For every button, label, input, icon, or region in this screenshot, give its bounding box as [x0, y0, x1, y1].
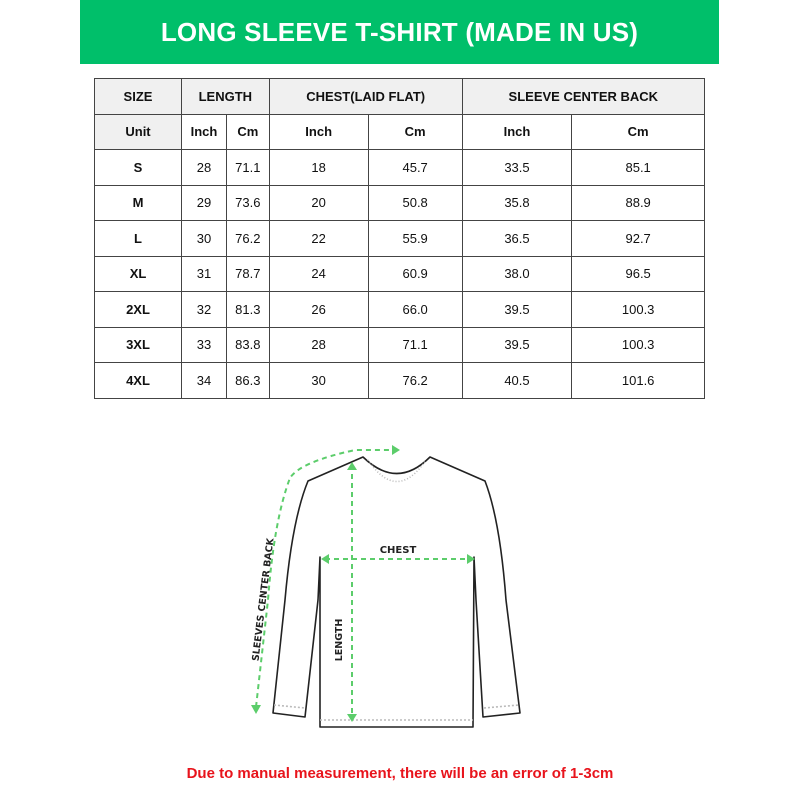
table-row: S 28 71.1 18 45.7 33.5 85.1 [94, 149, 705, 186]
unit-cell: Cm [225, 113, 270, 150]
arrowheads [251, 445, 475, 722]
size-cell: S [94, 149, 182, 186]
value-cell: 86.3 [225, 362, 270, 399]
unit-cell: Inch [461, 113, 573, 150]
tshirt-outline [272, 456, 521, 728]
value-cell: 76.2 [367, 362, 463, 399]
header-sleeve: SLEEVE CENTER BACK [461, 78, 706, 115]
value-cell: 39.5 [461, 326, 573, 363]
value-cell: 100.3 [571, 326, 705, 363]
value-cell: 101.6 [571, 362, 705, 399]
size-table: SIZE LENGTH CHEST(LAID FLAT) SLEEVE CENT… [94, 78, 706, 399]
value-cell: 28 [181, 149, 227, 186]
measure-arrows [255, 449, 470, 718]
unit-cell: Inch [268, 113, 369, 150]
value-cell: 66.0 [367, 291, 463, 328]
value-cell: 83.8 [225, 326, 270, 363]
value-cell: 39.5 [461, 291, 573, 328]
value-cell: 92.7 [571, 220, 705, 257]
header-chest: CHEST(LAID FLAT) [268, 78, 463, 115]
value-cell: 73.6 [225, 184, 270, 221]
value-cell: 71.1 [367, 326, 463, 363]
chest-label: CHEST [380, 545, 417, 556]
value-cell: 100.3 [571, 291, 705, 328]
value-cell: 76.2 [225, 220, 270, 257]
value-cell: 38.0 [461, 255, 573, 292]
value-cell: 32 [181, 291, 227, 328]
value-cell: 45.7 [367, 149, 463, 186]
table-row: 2XL 32 81.3 26 66.0 39.5 100.3 [94, 291, 705, 328]
value-cell: 35.8 [461, 184, 573, 221]
value-cell: 81.3 [225, 291, 270, 328]
value-cell: 30 [181, 220, 227, 257]
size-cell: M [94, 184, 182, 221]
table-row: M 29 73.6 20 50.8 35.8 88.9 [94, 184, 705, 221]
table-row: L 30 76.2 22 55.9 36.5 92.7 [94, 220, 705, 257]
title-banner: LONG SLEEVE T-SHIRT (MADE IN US) [80, 0, 719, 64]
page-title: LONG SLEEVE T-SHIRT (MADE IN US) [160, 16, 639, 47]
table-row: 4XL 34 86.3 30 76.2 40.5 101.6 [94, 362, 705, 399]
sleeve-label: SLEEVES CENTER BACK [251, 537, 277, 662]
value-cell: 33 [181, 326, 227, 363]
value-cell: 29 [181, 184, 227, 221]
value-cell: 33.5 [461, 149, 573, 186]
unit-row: Unit Inch Cm Inch Cm Inch Cm [94, 113, 705, 150]
value-cell: 60.9 [367, 255, 463, 292]
header-length: LENGTH [181, 78, 270, 115]
size-cell: XL [94, 255, 182, 292]
header-row: SIZE LENGTH CHEST(LAID FLAT) SLEEVE CENT… [94, 78, 706, 115]
value-cell: 31 [181, 255, 227, 292]
value-cell: 34 [181, 362, 227, 399]
size-cell: 2XL [94, 291, 182, 328]
value-cell: 30 [268, 362, 369, 399]
unit-cell: Inch [181, 113, 227, 150]
table-row: 3XL 33 83.8 28 71.1 39.5 100.3 [94, 326, 705, 363]
length-label: LENGTH [334, 619, 345, 662]
value-cell: 78.7 [225, 255, 270, 292]
value-cell: 55.9 [367, 220, 463, 257]
unit-cell: Cm [367, 113, 463, 150]
value-cell: 24 [268, 255, 369, 292]
value-cell: 50.8 [367, 184, 463, 221]
measurement-note: Due to manual measurement, there will be… [186, 765, 614, 782]
header-size: SIZE [94, 78, 182, 115]
unit-label: Unit [94, 113, 182, 150]
size-cell: 4XL [94, 362, 182, 399]
size-cell: 3XL [94, 326, 182, 363]
